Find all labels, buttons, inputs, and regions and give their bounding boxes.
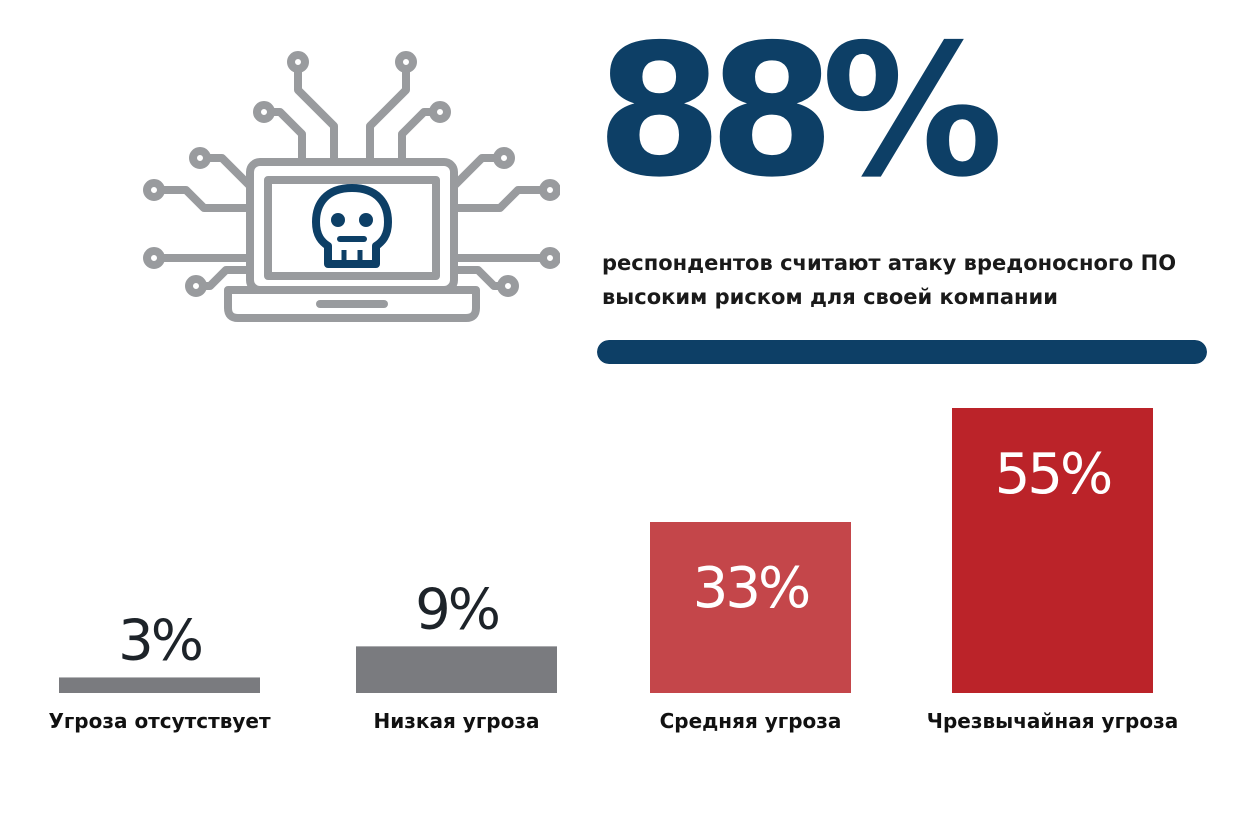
bar-value-label: 9% [415, 577, 499, 642]
headline-progress-fill [597, 340, 1207, 364]
laptop-outline [224, 158, 480, 322]
laptop-skull-circuit-icon [143, 51, 560, 322]
circuit-lines [143, 51, 560, 297]
category-label: Средняя угроза [660, 709, 842, 733]
skull-icon [312, 184, 392, 268]
headline-percent: 88% [596, 5, 1004, 217]
headline-description-line: высоким риском для своей компании [602, 285, 1058, 309]
category-label: Угроза отсутствует [48, 709, 271, 733]
bar [356, 646, 557, 693]
bar [650, 522, 851, 693]
headline-progress-bar [597, 340, 1207, 364]
bar [59, 677, 260, 693]
headline-description: респондентов считают атаку вредоносного … [602, 246, 1202, 314]
bar [952, 408, 1153, 693]
headline-description-line: респондентов считают атаку вредоносного … [602, 251, 1177, 275]
category-label: Чрезвычайная угроза [927, 709, 1178, 733]
category-label: Низкая угроза [374, 709, 540, 733]
bar-value-label: 55% [995, 442, 1111, 507]
bar-value-label: 33% [693, 556, 809, 621]
bar-value-label: 3% [118, 608, 202, 673]
